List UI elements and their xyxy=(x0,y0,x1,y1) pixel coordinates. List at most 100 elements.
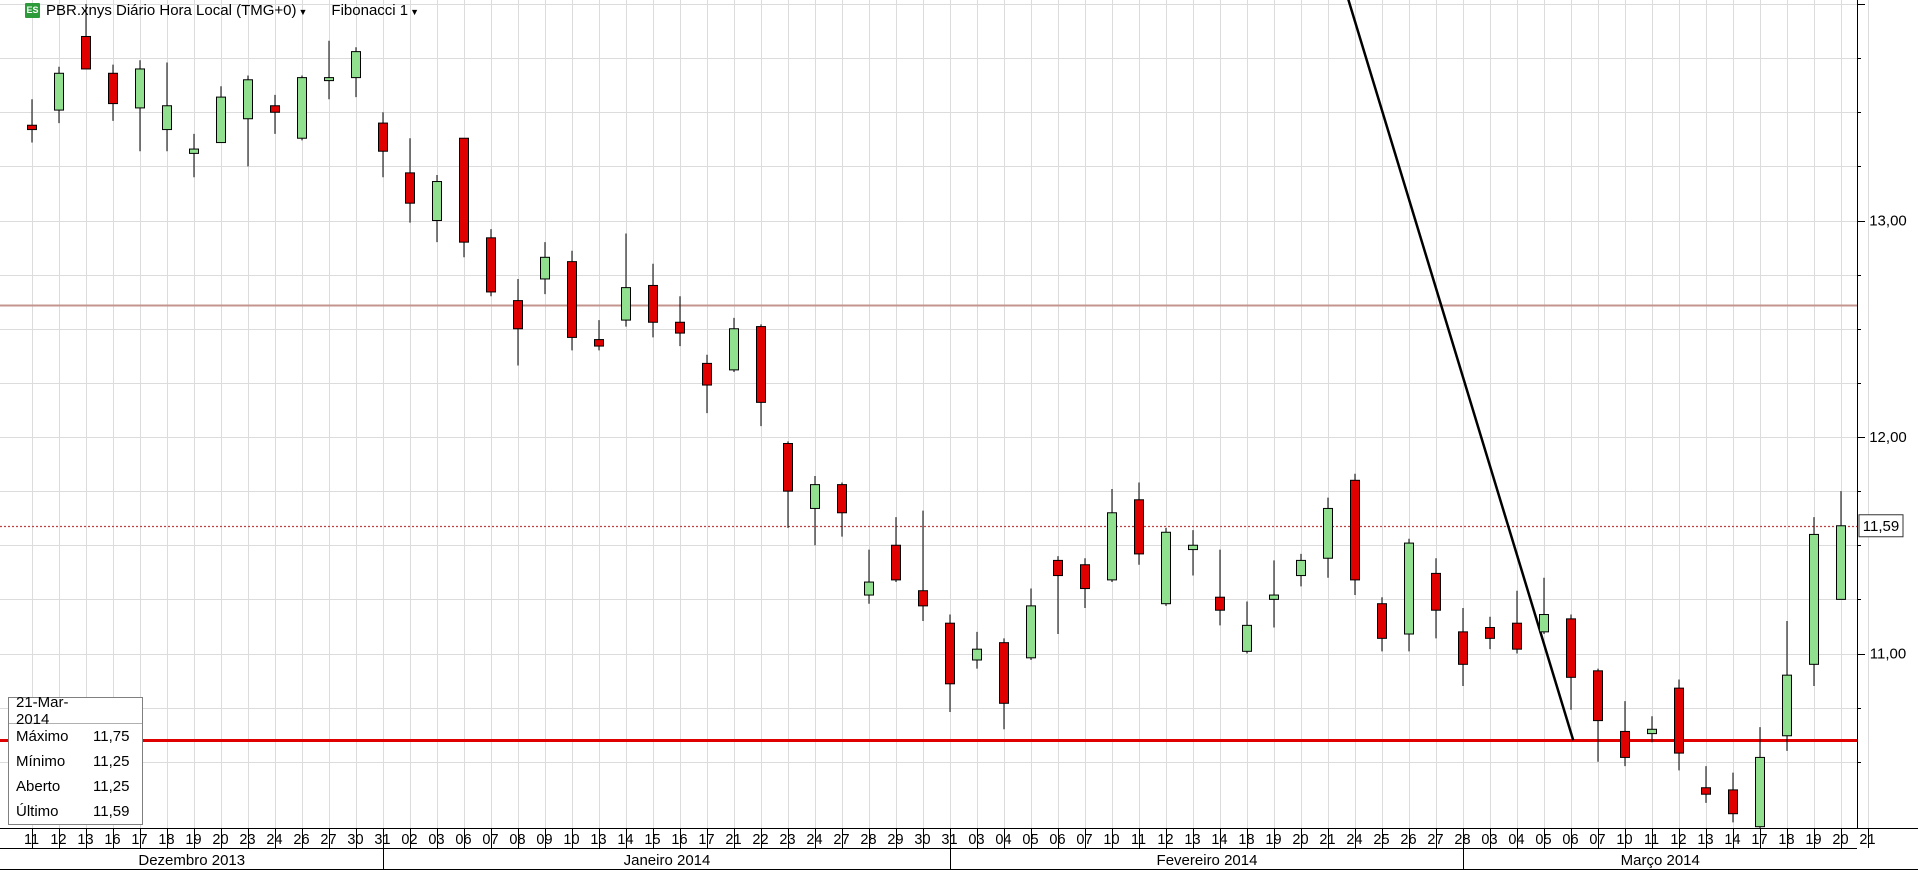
x-tick-label: 20 xyxy=(212,832,228,848)
x-tick-label: 21 xyxy=(1859,832,1875,848)
y-tick-label: 13,00 xyxy=(1869,213,1907,230)
candle-body xyxy=(270,105,280,113)
x-tick-label: 14 xyxy=(617,832,633,848)
x-tick-label: 27 xyxy=(833,832,849,848)
candle-body xyxy=(1431,572,1441,611)
candle-body xyxy=(459,137,469,243)
x-tick-label: 05 xyxy=(1022,832,1038,848)
info-value-open: 11,25 xyxy=(93,778,130,795)
candle-body xyxy=(1188,544,1198,551)
candle-body xyxy=(1782,674,1792,737)
x-tick-label: 28 xyxy=(1454,832,1470,848)
info-label-high: Máximo xyxy=(16,728,69,745)
candle-body xyxy=(972,648,982,661)
candle-body xyxy=(810,484,820,509)
candle-body xyxy=(1350,479,1360,581)
candle-body xyxy=(1134,499,1144,555)
x-tick-label: 10 xyxy=(1103,832,1119,848)
x-tick-label: 21 xyxy=(1319,832,1335,848)
x-tick-label: 03 xyxy=(428,832,444,848)
chevron-down-icon[interactable]: ▼ xyxy=(410,6,420,17)
x-tick-label: 23 xyxy=(779,832,795,848)
candle-body xyxy=(405,172,415,204)
candle-body xyxy=(1404,542,1414,635)
candle-body xyxy=(216,96,226,144)
x-tick-label: 04 xyxy=(995,832,1011,848)
candle-body xyxy=(702,362,712,386)
x-tick-label: 17 xyxy=(131,832,147,848)
candle-body xyxy=(945,622,955,685)
last-price-label-box xyxy=(1858,514,1904,538)
x-tick-label: 16 xyxy=(671,832,687,848)
x-tick-label: 06 xyxy=(455,832,471,848)
x-tick-label: 11 xyxy=(24,832,39,848)
x-tick-label: 24 xyxy=(266,832,282,848)
candle-body xyxy=(324,77,334,82)
x-tick-label: 28 xyxy=(860,832,876,848)
candle-body xyxy=(675,321,685,334)
candle-body xyxy=(1458,631,1468,665)
x-tick-label: 12 xyxy=(1670,832,1686,848)
candle-body xyxy=(135,68,145,109)
candle-body xyxy=(1107,512,1117,581)
candle-body xyxy=(1755,756,1765,828)
x-tick-label: 05 xyxy=(1535,832,1551,848)
month-label: Março 2014 xyxy=(1621,852,1700,869)
info-value-high: 11,75 xyxy=(93,728,130,745)
candle-body xyxy=(162,105,172,131)
candle-body xyxy=(1674,687,1684,754)
x-tick-label: 27 xyxy=(1427,832,1443,848)
x-tick-label: 08 xyxy=(509,832,525,848)
candle-body xyxy=(27,124,37,131)
x-tick-label: 20 xyxy=(1292,832,1308,848)
y-tick-label: 12,00 xyxy=(1869,429,1907,446)
x-tick-label: 20 xyxy=(1832,832,1848,848)
candle-body xyxy=(108,72,118,105)
x-tick-label: 18 xyxy=(1238,832,1254,848)
candle-body xyxy=(432,181,442,221)
candle-body xyxy=(378,122,388,152)
candle-body xyxy=(1485,627,1495,639)
x-tick-label: 17 xyxy=(698,832,714,848)
x-tick-label: 11 xyxy=(1644,832,1659,848)
candle-body xyxy=(297,77,307,139)
candle-body xyxy=(540,256,550,280)
candle-body xyxy=(891,544,901,581)
x-tick-label: 13 xyxy=(1697,832,1713,848)
candle-body xyxy=(729,328,739,371)
chevron-down-icon[interactable]: ▼ xyxy=(298,6,308,17)
candle-body xyxy=(1512,622,1522,650)
candle-body xyxy=(864,581,874,596)
x-tick-label: 11 xyxy=(1131,832,1146,848)
candle-body xyxy=(1161,531,1171,605)
x-tick-label: 31 xyxy=(941,832,957,848)
candle-body xyxy=(1593,670,1603,722)
stock-logo-icon: ES xyxy=(25,2,40,18)
trendline xyxy=(1347,0,1575,741)
x-tick-label: 23 xyxy=(239,832,255,848)
candle-body xyxy=(594,339,604,347)
candle-body xyxy=(999,642,1009,704)
candle-body xyxy=(1809,533,1819,665)
candle-body xyxy=(1620,730,1630,758)
candle-body xyxy=(1539,614,1549,633)
candle-body xyxy=(1647,728,1657,735)
candle-body xyxy=(513,300,523,330)
x-tick-label: 14 xyxy=(1211,832,1227,848)
candle-body xyxy=(1323,507,1333,559)
symbol-selector[interactable]: PBR.xnys Diário Hora Local (TMG+0) ▼ xyxy=(46,2,307,19)
info-label-open: Aberto xyxy=(16,778,61,795)
study-label: Fibonacci 1 xyxy=(331,1,409,19)
x-tick-label: 25 xyxy=(1373,832,1389,848)
x-tick-label: 17 xyxy=(1751,832,1767,848)
month-label: Janeiro 2014 xyxy=(624,852,711,869)
candle-body xyxy=(1728,789,1738,815)
x-tick-label: 07 xyxy=(1076,832,1092,848)
x-tick-label: 13 xyxy=(590,832,606,848)
candle-body xyxy=(486,237,496,293)
x-tick-label: 04 xyxy=(1508,832,1524,848)
study-selector[interactable]: Fibonacci 1 ▼ xyxy=(331,2,419,19)
candle-body xyxy=(1215,596,1225,611)
x-tick-label: 26 xyxy=(1400,832,1416,848)
